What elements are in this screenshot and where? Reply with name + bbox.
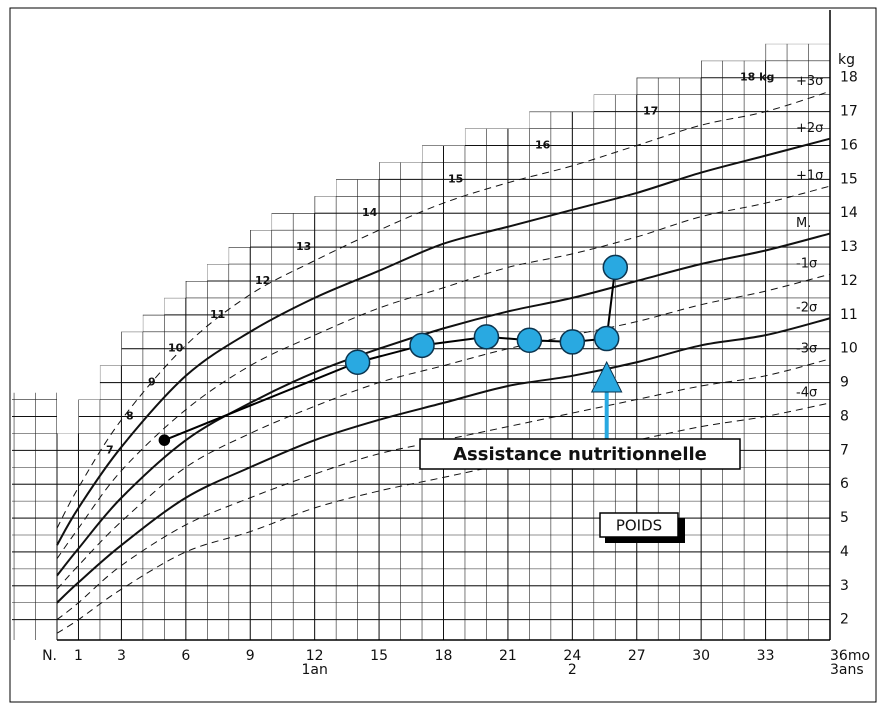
reference-curve xyxy=(56,273,831,590)
annotation-box xyxy=(419,438,741,470)
reference-curve xyxy=(56,232,831,577)
grid xyxy=(12,10,830,640)
label-text: POIDS xyxy=(616,517,662,535)
data-point xyxy=(602,254,629,281)
y-tick-label: 12 xyxy=(840,273,858,289)
weight-mark: 17 xyxy=(643,105,658,118)
x-tick-label: 18 xyxy=(435,648,453,664)
y-tick-label: 14 xyxy=(840,205,858,221)
y-tick-label: 13 xyxy=(840,239,858,255)
y-tick-label: 4 xyxy=(840,544,849,560)
y-tick-label: 16 xyxy=(840,137,858,153)
frame xyxy=(9,7,877,703)
x-tick-label: 6 xyxy=(181,648,190,664)
label-box xyxy=(599,512,679,538)
weight-mark: 15 xyxy=(448,172,463,185)
annotation-text: Assistance nutritionnelle xyxy=(453,444,707,465)
x-tick-label: 15 xyxy=(370,648,388,664)
weight-mark: 18 kg xyxy=(740,71,774,84)
x-tick-label: 30 xyxy=(692,648,710,664)
y-tick-label: 5 xyxy=(840,510,849,526)
x-sublabel: 2 xyxy=(568,662,577,678)
x-tick-label: N. xyxy=(42,648,57,664)
x-tick-label: 1 xyxy=(74,648,83,664)
child-weight-line xyxy=(163,267,617,442)
data-point xyxy=(344,349,371,376)
curve-label: +3σ xyxy=(796,74,823,89)
data-point xyxy=(409,332,435,359)
x-tick-label: 21 xyxy=(499,648,517,664)
curve-label: -1σ xyxy=(796,257,817,272)
weight-mark: 10 xyxy=(168,342,184,355)
curve-label: M. xyxy=(796,216,811,231)
y-tick-label: 7 xyxy=(840,442,849,458)
x-tick-label: 9 xyxy=(246,648,255,664)
x-sublabel: 1an xyxy=(301,662,327,678)
weight-mark: 13 xyxy=(296,240,311,253)
curve-label: -2σ xyxy=(796,301,817,316)
weight-mark: 11 xyxy=(210,308,225,321)
x-tick-label: 36mo xyxy=(830,648,870,664)
weight-mark: 8 xyxy=(126,409,134,422)
data-point xyxy=(559,329,586,355)
y-tick-label: 9 xyxy=(840,375,849,391)
y-tick-label: 2 xyxy=(840,612,849,628)
data-point xyxy=(516,327,543,353)
weight-mark: 16 xyxy=(535,138,551,151)
x-sublabel: 3ans xyxy=(830,662,864,678)
curve-label: -4σ xyxy=(796,385,817,400)
y-tick-label: 17 xyxy=(840,104,858,120)
y-tick-label: 8 xyxy=(840,408,849,424)
weight-mark: 14 xyxy=(362,206,378,219)
y-tick-label: 18 xyxy=(840,70,858,86)
data-point xyxy=(158,434,171,446)
y-tick-label: 6 xyxy=(840,476,849,492)
annotation-arrowhead xyxy=(590,360,623,393)
reference-curve xyxy=(56,185,831,559)
x-tick-label: 24 xyxy=(563,648,581,664)
y-tick-label: 3 xyxy=(840,578,849,594)
data-point xyxy=(593,325,620,352)
x-tick-label: 12 xyxy=(306,648,324,664)
x-tick-label: 33 xyxy=(757,648,775,664)
reference-curve xyxy=(56,402,831,634)
curve-label: -3σ xyxy=(796,341,817,356)
weight-mark: 7 xyxy=(106,443,114,456)
data-point xyxy=(473,324,500,350)
curve-label: +1σ xyxy=(796,169,823,184)
y-axis-label: kg xyxy=(838,52,855,68)
x-tick-label: 27 xyxy=(628,648,646,664)
y-tick-label: 11 xyxy=(840,307,858,323)
reference-curve xyxy=(56,317,831,604)
y-tick-label: 10 xyxy=(840,341,858,357)
x-tick-label: 3 xyxy=(117,648,126,664)
reference-curve xyxy=(56,90,831,529)
reference-curve xyxy=(56,137,831,546)
curve-label: +2σ xyxy=(796,121,823,136)
y-tick-label: 15 xyxy=(840,171,858,187)
weight-mark: 12 xyxy=(255,274,270,287)
